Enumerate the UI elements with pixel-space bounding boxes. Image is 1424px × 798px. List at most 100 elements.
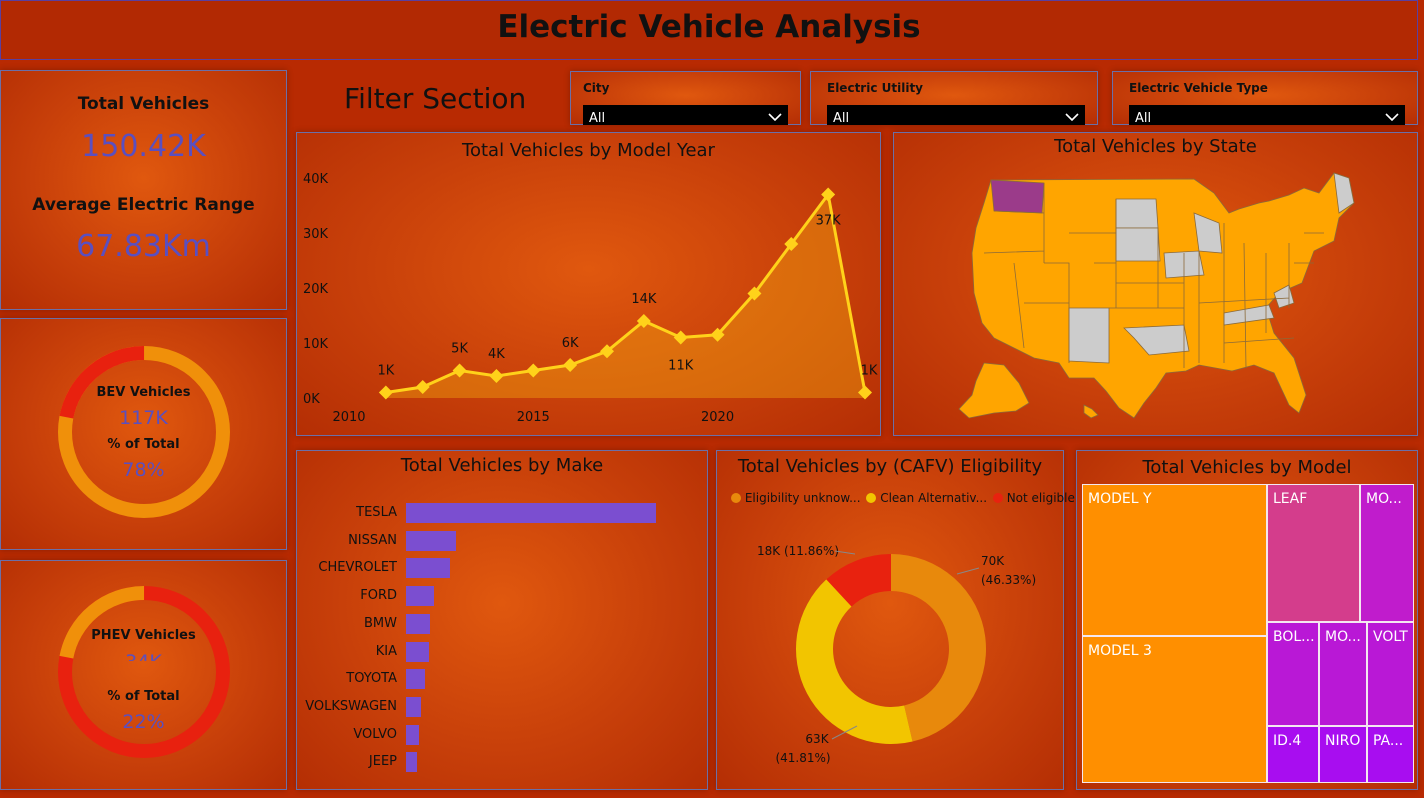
donut-slice[interactable] — [796, 579, 913, 744]
treemap-cell-volt[interactable]: VOLT — [1367, 622, 1414, 726]
model-treemap-card: Total Vehicles by Model MODEL Y MODEL 3 … — [1076, 450, 1418, 790]
make-chart-title: Total Vehicles by Make — [400, 455, 604, 476]
line-point[interactable] — [858, 385, 872, 400]
make-bar[interactable] — [406, 696, 422, 717]
treemap-cell-model-3[interactable]: MODEL 3 — [1082, 636, 1267, 783]
line-point[interactable] — [415, 380, 430, 394]
donut-leader-line — [831, 725, 858, 740]
washington-state — [990, 179, 1045, 214]
donut-slice[interactable] — [891, 554, 986, 742]
make-bar-label: TOYOTA — [346, 671, 397, 687]
average-range-value: 67.83Km — [76, 229, 211, 264]
filter-section-title: Filter Section — [344, 82, 527, 115]
oklahoma-state — [1123, 324, 1190, 356]
make-bar[interactable] — [406, 669, 426, 690]
make-bar[interactable] — [406, 641, 429, 662]
treemap-cell-model-x[interactable]: MO... — [1319, 622, 1367, 726]
phev-donut-arc — [58, 586, 230, 758]
x-tick-label: 2010 — [332, 410, 365, 425]
dashboard-header: Electric Vehicle Analysis — [0, 0, 1418, 60]
treemap-cell-pacifica[interactable]: PA... — [1367, 726, 1414, 783]
make-bar-label: TESLA — [356, 505, 397, 520]
line-point[interactable] — [821, 187, 836, 202]
make-bar-label: VOLKSWAGEN — [305, 698, 397, 714]
make-bar-label: BMW — [364, 615, 397, 631]
make-bar-label: NISSAN — [348, 532, 397, 548]
bev-pct-value: 78% — [122, 459, 165, 481]
city-dropdown[interactable]: All — [583, 105, 788, 125]
treemap-cell-niro[interactable]: NIRO — [1319, 726, 1367, 783]
treemap-cell-bolt[interactable]: BOL... — [1267, 622, 1319, 726]
line-data-label: 5K — [451, 342, 468, 357]
legend-item-clean-alternative[interactable]: Clean Alternativ... — [866, 491, 987, 505]
model-year-chart-card: Total Vehicles by Model Year 0K 10K 20K 30K… — [296, 132, 881, 436]
line-point[interactable] — [452, 363, 467, 378]
phev-pct-label: % of Total — [107, 689, 180, 704]
line-point[interactable] — [636, 314, 651, 328]
line-point[interactable] — [563, 358, 578, 372]
cafv-legend: Eligibility unknow... Clean Alternativ..… — [731, 491, 1090, 505]
city-filter[interactable]: City All — [570, 71, 801, 125]
line-point[interactable] — [784, 237, 799, 251]
make-bar[interactable] — [406, 724, 419, 745]
donut-slice[interactable] — [826, 554, 891, 607]
y-tick-label: 40K — [303, 172, 329, 187]
chevron-down-icon[interactable] — [768, 113, 782, 121]
state-map-card: Total Vehicles by State — [893, 132, 1418, 436]
make-bar[interactable] — [406, 586, 435, 607]
kpi-card: Total Vehicles 150.42K Average Electric … — [0, 70, 287, 310]
treemap-cell-id4[interactable]: ID.4 — [1267, 726, 1319, 783]
line-data-label: 1K — [861, 364, 878, 379]
line-point[interactable] — [526, 363, 541, 378]
line-data-label: 11K — [668, 359, 694, 374]
make-bar[interactable] — [406, 558, 451, 579]
legend-label: Clean Alternativ... — [880, 491, 988, 505]
make-bar[interactable] — [406, 530, 456, 551]
line-point[interactable] — [378, 385, 393, 400]
alaska-shape — [958, 362, 1030, 419]
treemap-cell-model-s[interactable]: MO... — [1360, 484, 1414, 622]
us-mainland-shape — [971, 172, 1355, 419]
line-area — [385, 194, 865, 398]
treemap-cell-leaf[interactable]: LEAF — [1267, 484, 1360, 622]
electric-utility-filter[interactable]: Electric Utility All — [810, 71, 1098, 125]
electric-utility-filter-label: Electric Utility — [827, 81, 923, 95]
vehicle-type-dropdown-value: All — [1135, 111, 1152, 125]
x-tick-label: 2015 — [517, 410, 550, 425]
donut-data-label: (46.33%) — [981, 573, 1036, 587]
legend-label: Not eligible ... — [1006, 491, 1091, 505]
donut-data-label: 18K (11.86%) — [757, 544, 839, 558]
chevron-down-icon[interactable] — [1385, 113, 1399, 121]
make-bar-label: FORD — [360, 588, 397, 604]
state-borders — [983, 183, 1324, 369]
phev-value: 34K — [125, 651, 162, 673]
us-state-map[interactable] — [894, 133, 1419, 437]
line-point[interactable] — [600, 344, 614, 359]
y-tick-label: 0K — [303, 392, 320, 407]
make-bar-label: JEEP — [368, 754, 397, 770]
cafv-chart-title: Total Vehicles by (CAFV) Eligibility — [737, 456, 1043, 477]
treemap-cell-model-y[interactable]: MODEL Y — [1082, 484, 1267, 636]
new-mexico-state — [1068, 307, 1110, 364]
donut-leader-line — [834, 550, 856, 555]
city-dropdown-value: All — [589, 111, 606, 125]
phev-label: PHEV Vehicles — [91, 628, 196, 643]
line-point[interactable] — [489, 369, 504, 383]
legend-item-eligibility-unknown[interactable]: Eligibility unknow... — [731, 491, 861, 505]
line-point[interactable] — [747, 286, 762, 301]
vehicle-type-filter[interactable]: Electric Vehicle Type All — [1112, 71, 1418, 125]
chevron-down-icon[interactable] — [1065, 113, 1079, 121]
legend-item-not-eligible[interactable]: Not eligible ... — [992, 491, 1091, 505]
model-year-chart-title: Total Vehicles by Model Year — [462, 140, 715, 161]
vehicle-type-dropdown[interactable]: All — [1129, 105, 1405, 125]
make-bar-label: VOLVO — [353, 726, 397, 742]
electric-utility-dropdown[interactable]: All — [827, 105, 1085, 125]
dashboard-title: Electric Vehicle Analysis — [497, 9, 921, 45]
line-point[interactable] — [710, 327, 725, 342]
make-bar[interactable] — [406, 752, 418, 773]
make-bar[interactable] — [406, 503, 656, 523]
make-bar[interactable] — [406, 613, 430, 634]
line-point[interactable] — [673, 330, 688, 345]
phev-card: PHEV Vehicles 34K % of Total 22% — [0, 560, 287, 790]
bev-pct-label: % of Total — [107, 437, 180, 452]
